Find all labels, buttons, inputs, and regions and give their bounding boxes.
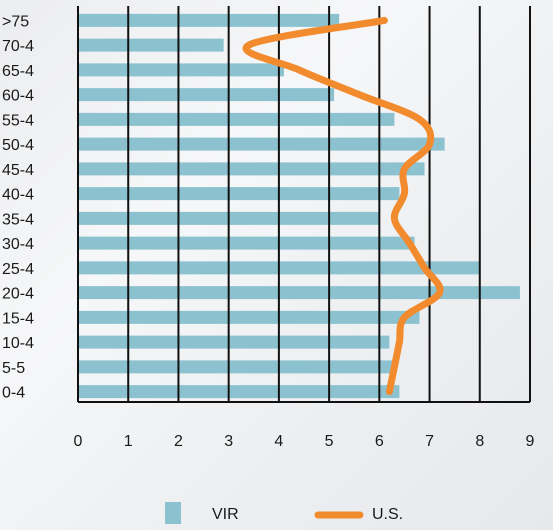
y-tick-label: 70-4 — [2, 38, 34, 55]
y-tick-label: 45-4 — [2, 162, 34, 179]
bar-0-4-15 — [78, 385, 400, 399]
bar-15-4-12 — [78, 310, 420, 324]
bar-50-4-5 — [78, 137, 445, 151]
bar-30-4-9 — [78, 236, 415, 250]
bar-40-4-7 — [78, 187, 400, 201]
x-tick-label: 5 — [325, 433, 334, 450]
y-tick-label: 25-4 — [2, 261, 34, 278]
x-tick-label: 2 — [174, 433, 183, 450]
y-tick-labels: >75 70-4 65-4 60-4 55-4 50-4 45-4 40-4 35-4 30-4 2… — [2, 13, 34, 401]
y-tick-label: 50-4 — [2, 137, 34, 154]
x-tick-label: 9 — [526, 433, 535, 450]
x-tick-label: 0 — [74, 433, 83, 450]
y-tick-label: 65-4 — [2, 63, 34, 80]
legend-us-label: U.S. — [372, 506, 403, 523]
bar-65-4-2 — [78, 63, 284, 77]
x-tick-label: 8 — [475, 433, 484, 450]
bar-60-4-3 — [78, 88, 335, 102]
y-tick-label: 55-4 — [2, 112, 34, 129]
bar-45-4-6 — [78, 162, 425, 176]
x-tick-label: 4 — [274, 433, 283, 450]
y-tick-label: 5-5 — [2, 360, 25, 377]
us-series-line — [242, 16, 444, 396]
bar-70-4-1 — [78, 38, 224, 52]
y-tick-label: 30-4 — [2, 236, 34, 253]
x-tick-label: 7 — [425, 433, 434, 450]
y-tick-label: 60-4 — [2, 88, 34, 105]
legend-vir-swatch — [165, 502, 181, 524]
y-tick-label: 20-4 — [2, 286, 34, 303]
bar-5-5-14 — [78, 360, 395, 374]
y-tick-label: 35-4 — [2, 211, 34, 228]
bar-55-4-4 — [78, 112, 395, 126]
x-tick-label: 1 — [124, 433, 133, 450]
y-tick-label: >75 — [2, 13, 29, 30]
bar-20-4-11 — [78, 286, 520, 300]
x-tick-label: 3 — [224, 433, 233, 450]
bar-75-0 — [78, 13, 340, 27]
y-tick-label: 10-4 — [2, 335, 34, 352]
y-tick-label: 40-4 — [2, 187, 34, 204]
bar-10-4-13 — [78, 335, 390, 349]
legend: VIR U.S. — [165, 502, 403, 524]
y-tick-label: 15-4 — [2, 310, 34, 327]
legend-vir-label: VIR — [212, 506, 239, 523]
x-tick-label: 6 — [375, 433, 384, 450]
grid-lines — [77, 6, 531, 403]
x-tick-labels: 0 1 2 3 4 5 6 7 8 9 — [74, 433, 535, 450]
y-tick-label: 0-4 — [2, 385, 25, 402]
